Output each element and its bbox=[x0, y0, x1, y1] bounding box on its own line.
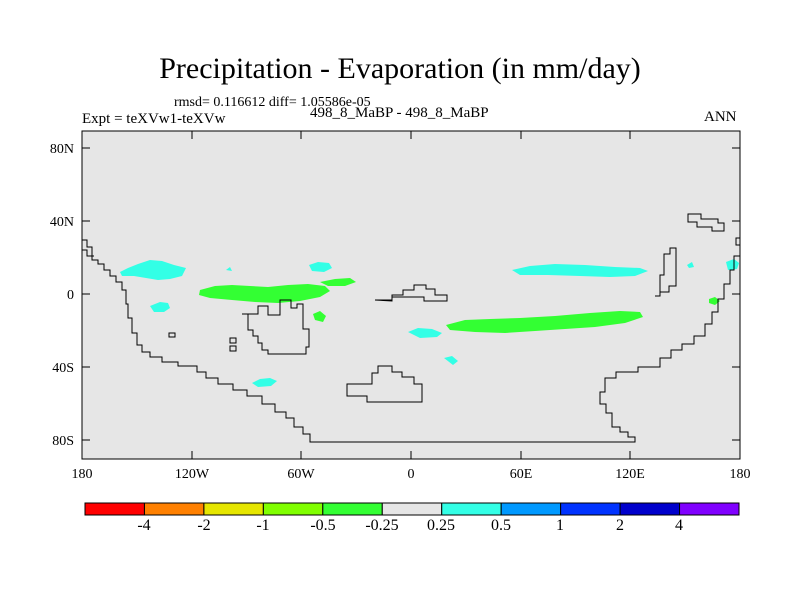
lat-label: 80S bbox=[52, 434, 74, 449]
western-interior-coastline bbox=[242, 299, 310, 355]
colorbar-label: -4 bbox=[137, 517, 150, 534]
region-south-atlantic-cyan bbox=[408, 328, 442, 338]
lon-label: 60W bbox=[287, 467, 315, 482]
region-atlantic-north-cyan bbox=[309, 262, 332, 272]
arctic-islands-coastline bbox=[687, 213, 725, 232]
colorbar-swatch bbox=[500, 502, 562, 516]
colorbar-swatch bbox=[84, 502, 145, 516]
colorbar-swatch bbox=[322, 502, 383, 516]
colorbar-label: 0.5 bbox=[491, 517, 511, 534]
colorbar bbox=[84, 502, 740, 516]
region-small-atlantic-green bbox=[313, 311, 326, 322]
lon-label: 180 bbox=[730, 467, 751, 482]
small-island-3 bbox=[168, 332, 176, 338]
lon-label: 60E bbox=[510, 467, 533, 482]
colorbar-label: -1 bbox=[256, 517, 269, 534]
region-small-west-cyan bbox=[226, 267, 232, 271]
antarctic-island-coastline bbox=[346, 365, 423, 403]
colorbar-swatch bbox=[143, 502, 205, 516]
lat-label: 40S bbox=[52, 361, 74, 376]
lon-label: 120E bbox=[615, 467, 645, 482]
region-tropical-pacific-green bbox=[199, 284, 330, 303]
colorbar-label: 4 bbox=[675, 517, 683, 534]
region-indian-pacific-green bbox=[446, 311, 643, 333]
season-label: ANN bbox=[704, 109, 737, 125]
longitude-labels: 180 120W 60W 0 60E 120E 180 bbox=[72, 467, 751, 482]
rmsd-diff-stats: rmsd= 0.116612 diff= 1.05586e-05 bbox=[174, 95, 371, 110]
colorbar-label: 1 bbox=[556, 517, 564, 534]
small-island-1 bbox=[229, 337, 237, 344]
region-small-south-cyan bbox=[444, 356, 458, 365]
latitude-labels: 80N 40N 0 40S 80S bbox=[50, 142, 74, 449]
colorbar-swatch bbox=[203, 502, 264, 516]
region-mid-atlantic-green bbox=[320, 278, 356, 286]
small-island-2 bbox=[229, 345, 237, 352]
colorbar-label: 2 bbox=[616, 517, 624, 534]
region-pacific-south-cyan bbox=[150, 302, 170, 312]
colorbar-swatch bbox=[679, 502, 740, 516]
colorbar-swatch bbox=[262, 502, 324, 516]
region-southern-ocean-cyan bbox=[252, 378, 277, 387]
region-small-east-green bbox=[709, 297, 720, 305]
eastern-peninsula-coastline bbox=[655, 247, 677, 297]
experiment-label: Expt = teXVw1-teXVw bbox=[82, 111, 226, 127]
region-pacific-north-cyan bbox=[120, 260, 186, 280]
lon-label: 180 bbox=[72, 467, 93, 482]
region-east-small-cyan bbox=[687, 262, 694, 268]
colorbar-label: -2 bbox=[197, 517, 210, 534]
lat-label: 0 bbox=[67, 288, 74, 303]
negative-anomaly-regions bbox=[199, 278, 720, 333]
east-edge-coastline bbox=[735, 237, 740, 246]
americas-coastline bbox=[82, 239, 740, 443]
region-east-edge-cyan bbox=[726, 259, 739, 270]
colorbar-swatch bbox=[619, 502, 681, 516]
lat-label: 40N bbox=[50, 215, 74, 230]
map-ticks bbox=[82, 131, 740, 459]
colorbar-swatch bbox=[381, 502, 443, 516]
plot-title: Precipitation - Evaporation (in mm/day) bbox=[159, 52, 641, 85]
central-island-coastline bbox=[374, 284, 448, 302]
lon-label: 120W bbox=[175, 467, 210, 482]
colorbar-labels: -4 -2 -1 -0.5 -0.25 0.25 0.5 1 2 4 bbox=[137, 517, 683, 534]
colorbar-label: -0.25 bbox=[365, 517, 398, 534]
colorbar-label: -0.5 bbox=[310, 517, 335, 534]
lat-label: 80N bbox=[50, 142, 74, 157]
western-edge-coastline bbox=[82, 249, 94, 257]
positive-anomaly-regions bbox=[120, 259, 739, 387]
continent-outlines bbox=[82, 213, 740, 443]
colorbar-swatch bbox=[441, 502, 502, 516]
colorbar-swatch bbox=[560, 502, 621, 516]
colorbar-label: 0.25 bbox=[427, 517, 455, 534]
region-north-indian-cyan bbox=[512, 264, 648, 277]
lon-label: 0 bbox=[408, 467, 415, 482]
case-label: 498_8_MaBP - 498_8_MaBP bbox=[310, 105, 489, 121]
map-background bbox=[82, 131, 740, 459]
